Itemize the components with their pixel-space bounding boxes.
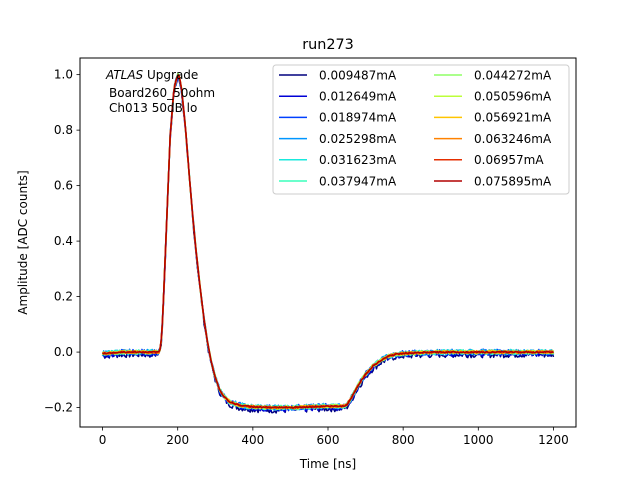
annotation-line-3: Ch013 50dB lo: [109, 101, 197, 115]
annotation-line-1: ATLAS Upgrade: [105, 68, 198, 82]
plot-layer: [101, 72, 555, 414]
legend-label: 0.037947mA: [319, 174, 397, 188]
legend-label: 0.063246mA: [474, 132, 552, 146]
y-ticks: −0.2 0.0 0.2 0.4 0.6 0.8 1.0: [44, 68, 80, 415]
annotation-upgrade: Upgrade: [143, 68, 198, 82]
y-tick-label: 0.8: [54, 123, 73, 137]
legend-label: 0.025298mA: [319, 132, 397, 146]
y-tick-label: 0.0: [54, 345, 73, 359]
x-tick-label: 800: [392, 433, 415, 447]
legend: 0.009487mA 0.012649mA 0.018974mA 0.025298mA…: [272, 64, 570, 195]
legend-label: 0.075895mA: [474, 174, 552, 188]
legend-label: 0.06957mA: [474, 153, 544, 167]
y-tick-label: 1.0: [54, 68, 73, 82]
series-line: [102, 74, 554, 409]
chart-title: run273: [302, 37, 354, 53]
legend-label: 0.018974mA: [319, 111, 397, 125]
legend-label: 0.012649mA: [319, 90, 397, 104]
x-axis-label: Time [ns]: [299, 457, 356, 471]
x-ticks: 0 200 400 600 800 1000 1200: [99, 427, 569, 447]
y-tick-label: −0.2: [44, 401, 73, 415]
y-axis-label: Amplitude [ADC counts]: [16, 170, 30, 314]
legend-label: 0.031623mA: [319, 153, 397, 167]
legend-label: 0.056921mA: [474, 111, 552, 125]
y-tick-label: 0.6: [54, 179, 73, 193]
x-tick-label: 200: [166, 433, 189, 447]
x-tick-label: 1200: [538, 433, 569, 447]
x-tick-label: 600: [317, 433, 340, 447]
x-tick-label: 400: [241, 433, 264, 447]
legend-label: 0.044272mA: [474, 68, 552, 82]
legend-label: 0.050596mA: [474, 90, 552, 104]
annotation-atlas: ATLAS: [105, 68, 144, 82]
y-tick-label: 0.2: [54, 290, 73, 304]
annotation: ATLAS Upgrade Board260_50ohm Ch013 50dB …: [105, 68, 215, 115]
legend-box: [272, 64, 570, 195]
annotation-line-2: Board260_50ohm: [109, 86, 215, 100]
x-tick-label: 1000: [463, 433, 494, 447]
legend-label: 0.009487mA: [319, 68, 397, 82]
y-tick-label: 0.4: [54, 234, 73, 248]
x-tick-label: 0: [99, 433, 107, 447]
